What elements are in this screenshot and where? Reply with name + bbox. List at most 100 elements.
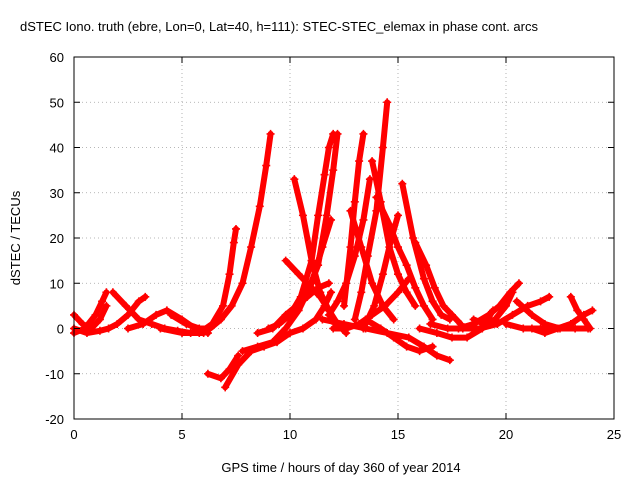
series-point-21 — [411, 283, 420, 292]
series-point-33 — [573, 306, 582, 315]
series-point-33 — [586, 324, 595, 333]
series-point-24 — [381, 301, 390, 310]
series-point-2 — [91, 310, 100, 319]
x-tick-label: 20 — [499, 427, 513, 442]
series-point-18 — [372, 206, 381, 215]
series-point-14 — [314, 261, 323, 270]
series-point-31 — [527, 310, 536, 319]
series-point-30 — [506, 288, 515, 297]
series-point-22 — [437, 310, 446, 319]
series-point-20 — [370, 301, 379, 310]
series-point-15 — [365, 175, 374, 184]
series-point-14 — [303, 288, 312, 297]
series-point-15 — [359, 215, 368, 224]
series-point-22 — [398, 179, 407, 188]
series-point-34 — [553, 324, 562, 333]
series-point-2 — [80, 324, 89, 333]
series-point-12 — [290, 175, 299, 184]
data-series — [70, 98, 597, 392]
series-point-8 — [298, 324, 307, 333]
y-tick-label: 50 — [50, 95, 64, 110]
grid-lines — [74, 57, 614, 419]
series-point-5 — [182, 319, 191, 328]
chart-title: dSTEC Iono. truth (ebre, Lon=0, Lat=40, … — [20, 19, 538, 34]
series-point-1 — [104, 324, 113, 333]
x-tick-label: 10 — [283, 427, 297, 442]
x-tick-label: 15 — [391, 427, 405, 442]
series-point-6 — [208, 319, 217, 328]
series-point-28 — [443, 324, 452, 333]
series-point-10 — [314, 211, 323, 220]
series-line-8 — [222, 289, 334, 391]
series-point-1 — [141, 292, 150, 301]
series-point-1 — [134, 297, 143, 306]
series-point-5 — [247, 243, 256, 252]
series-point-14 — [333, 129, 342, 138]
series-point-23 — [422, 261, 431, 270]
series-point-21 — [419, 301, 428, 310]
x-axis-label: GPS time / hours of day 360 of year 2014 — [221, 460, 460, 475]
series-point-6 — [195, 329, 204, 338]
series-point-34 — [536, 324, 545, 333]
series-point-18 — [378, 143, 387, 152]
series-point-20 — [378, 270, 387, 279]
series-point-28 — [545, 292, 554, 301]
series-line-5 — [168, 130, 274, 332]
series-point-8 — [234, 360, 243, 369]
series-point-13 — [281, 310, 290, 319]
series-point-16 — [346, 243, 355, 252]
series-point-19 — [402, 288, 411, 297]
series-point-19 — [411, 301, 420, 310]
series-point-26 — [428, 342, 437, 351]
series-point-0 — [95, 315, 104, 324]
series-point-16 — [340, 301, 348, 310]
series-point-27 — [448, 333, 456, 342]
series-point-6 — [229, 238, 238, 247]
series-point-4 — [124, 324, 132, 333]
series-point-7 — [216, 374, 225, 383]
series-point-24 — [329, 324, 338, 333]
series-line-19 — [369, 158, 419, 309]
series-point-9 — [268, 338, 277, 347]
series-point-12 — [298, 211, 307, 220]
series-point-5 — [238, 279, 247, 288]
x-tick-label: 0 — [70, 427, 77, 442]
series-point-33 — [566, 292, 575, 301]
series-line-18 — [351, 99, 391, 323]
series-point-17 — [357, 243, 366, 252]
series-point-23 — [430, 283, 439, 292]
series-point-6 — [178, 329, 186, 338]
series-point-16 — [359, 129, 368, 138]
series-point-14 — [329, 166, 338, 175]
series-point-30 — [469, 319, 478, 328]
y-tick-label: 30 — [50, 186, 64, 201]
series-point-5 — [227, 301, 236, 310]
series-point-31 — [571, 324, 580, 333]
series-point-10 — [320, 170, 329, 179]
series-point-34 — [519, 324, 528, 333]
series-point-19 — [394, 270, 402, 279]
y-tick-label: 60 — [50, 50, 64, 65]
series-point-23 — [411, 238, 420, 247]
series-point-13 — [324, 279, 333, 288]
series-point-26 — [361, 315, 370, 324]
series-line-7 — [204, 352, 242, 382]
series-point-8 — [286, 329, 294, 338]
series-point-31 — [512, 297, 521, 306]
series-point-5 — [266, 129, 275, 138]
series-point-30 — [514, 279, 523, 288]
y-tick-label: 40 — [50, 141, 64, 156]
series-point-30 — [495, 301, 504, 310]
series-point-9 — [253, 342, 262, 351]
series-point-22 — [419, 274, 428, 283]
series-point-26 — [389, 333, 398, 342]
series-point-30 — [484, 310, 493, 319]
series-point-17 — [346, 206, 355, 215]
series-point-23 — [439, 301, 448, 310]
series-point-16 — [355, 157, 364, 166]
series-point-19 — [368, 157, 377, 166]
series-point-34 — [502, 319, 510, 328]
x-tick-label: 5 — [178, 427, 185, 442]
series-point-26 — [402, 342, 411, 351]
x-tick-label: 25 — [607, 427, 621, 442]
